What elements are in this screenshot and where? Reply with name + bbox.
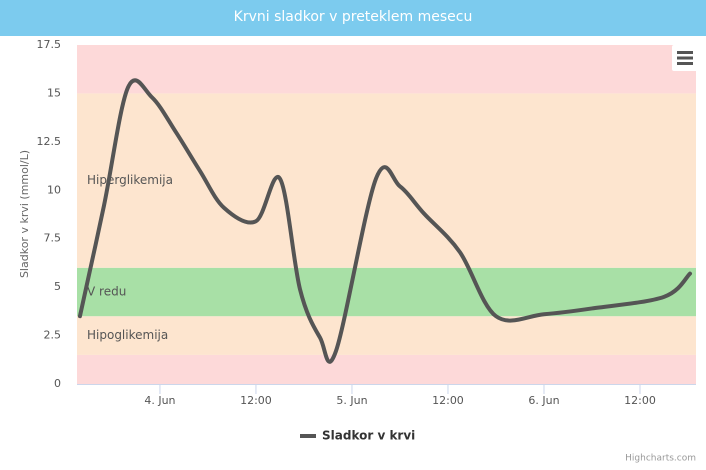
- y-tick-label: 7.5: [44, 232, 62, 245]
- plot-band: [77, 316, 696, 355]
- band-label: Hiperglikemija: [87, 173, 173, 187]
- y-tick-label: 5: [54, 280, 61, 293]
- plot-band: [77, 354, 696, 384]
- plot-band: [77, 45, 696, 94]
- y-tick-label: 17.5: [37, 38, 62, 51]
- band-label: V redu: [87, 284, 126, 298]
- x-tick-label: 12:00: [624, 394, 656, 407]
- x-tick-label: 12:00: [432, 394, 464, 407]
- menu-bar[interactable]: [677, 62, 693, 65]
- chart-title: Krvni sladkor v preteklem mesecu: [234, 9, 473, 25]
- menu-bar[interactable]: [677, 56, 693, 60]
- band-label: Hipoglikemija: [87, 328, 168, 342]
- menu-button[interactable]: [672, 45, 698, 71]
- credits[interactable]: Highcharts.com: [625, 454, 696, 464]
- x-tick-label: 4. Jun: [144, 394, 175, 407]
- y-tick-label: 10: [47, 183, 61, 196]
- title-bar: [0, 0, 706, 36]
- y-tick-label: 0: [54, 377, 61, 390]
- y-axis-title: Sladkor v krvi (mmol/L): [18, 150, 31, 278]
- plot-band: [77, 93, 696, 268]
- legend-label[interactable]: Sladkor v krvi: [322, 429, 415, 443]
- x-tick-label: 5. Jun: [336, 394, 367, 407]
- x-tick-label: 6. Jun: [528, 394, 559, 407]
- x-tick-label: 12:00: [240, 394, 272, 407]
- y-tick-label: 15: [47, 86, 61, 99]
- data-line: [77, 78, 692, 364]
- menu-bar[interactable]: [677, 51, 693, 54]
- y-tick-label: 12.5: [37, 135, 62, 148]
- y-tick-label: 2.5: [44, 329, 62, 342]
